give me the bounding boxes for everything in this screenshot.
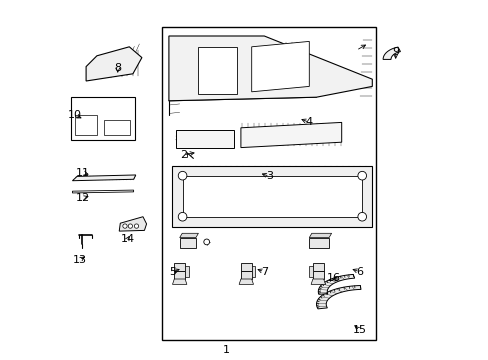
Polygon shape bbox=[312, 271, 323, 279]
Text: 16: 16 bbox=[326, 273, 340, 283]
Text: 14: 14 bbox=[120, 234, 134, 244]
Polygon shape bbox=[182, 176, 362, 217]
Polygon shape bbox=[382, 47, 400, 59]
Polygon shape bbox=[104, 120, 130, 135]
Polygon shape bbox=[168, 36, 371, 101]
Polygon shape bbox=[239, 279, 253, 284]
Polygon shape bbox=[72, 175, 136, 181]
Circle shape bbox=[134, 224, 139, 228]
Polygon shape bbox=[176, 130, 233, 148]
Text: 1: 1 bbox=[223, 345, 229, 355]
Polygon shape bbox=[316, 285, 360, 309]
Polygon shape bbox=[179, 238, 196, 248]
Bar bbox=[162, 27, 375, 340]
Text: 3: 3 bbox=[265, 171, 273, 181]
Polygon shape bbox=[119, 217, 146, 231]
Polygon shape bbox=[71, 97, 134, 140]
Polygon shape bbox=[309, 266, 312, 276]
Text: 8: 8 bbox=[114, 63, 121, 73]
Circle shape bbox=[128, 224, 132, 228]
Text: 4: 4 bbox=[305, 117, 312, 127]
Circle shape bbox=[357, 212, 366, 221]
Polygon shape bbox=[72, 190, 133, 193]
Text: 10: 10 bbox=[68, 110, 82, 120]
Circle shape bbox=[203, 239, 209, 245]
Text: 7: 7 bbox=[260, 267, 267, 277]
Polygon shape bbox=[241, 271, 251, 279]
Text: 6: 6 bbox=[355, 267, 363, 277]
Text: 15: 15 bbox=[352, 325, 366, 336]
Text: 11: 11 bbox=[76, 168, 90, 178]
Circle shape bbox=[122, 224, 127, 228]
Polygon shape bbox=[179, 233, 198, 238]
Polygon shape bbox=[251, 266, 255, 276]
Text: 5: 5 bbox=[169, 267, 176, 277]
Polygon shape bbox=[174, 271, 185, 279]
Polygon shape bbox=[241, 122, 341, 148]
Polygon shape bbox=[309, 238, 328, 248]
Polygon shape bbox=[86, 47, 142, 81]
Circle shape bbox=[178, 212, 186, 221]
Polygon shape bbox=[174, 263, 185, 271]
Text: 13: 13 bbox=[73, 255, 87, 265]
Polygon shape bbox=[75, 115, 97, 135]
Polygon shape bbox=[318, 274, 354, 294]
Text: 2: 2 bbox=[180, 150, 186, 160]
Polygon shape bbox=[312, 263, 323, 271]
Polygon shape bbox=[309, 233, 331, 238]
Polygon shape bbox=[172, 279, 186, 284]
Text: 9: 9 bbox=[391, 47, 398, 57]
Polygon shape bbox=[172, 166, 371, 227]
Polygon shape bbox=[310, 279, 325, 284]
Polygon shape bbox=[241, 263, 251, 271]
Text: 12: 12 bbox=[76, 193, 90, 203]
Polygon shape bbox=[185, 266, 188, 276]
Polygon shape bbox=[251, 41, 309, 92]
Circle shape bbox=[178, 171, 186, 180]
Circle shape bbox=[357, 171, 366, 180]
Polygon shape bbox=[197, 47, 237, 94]
